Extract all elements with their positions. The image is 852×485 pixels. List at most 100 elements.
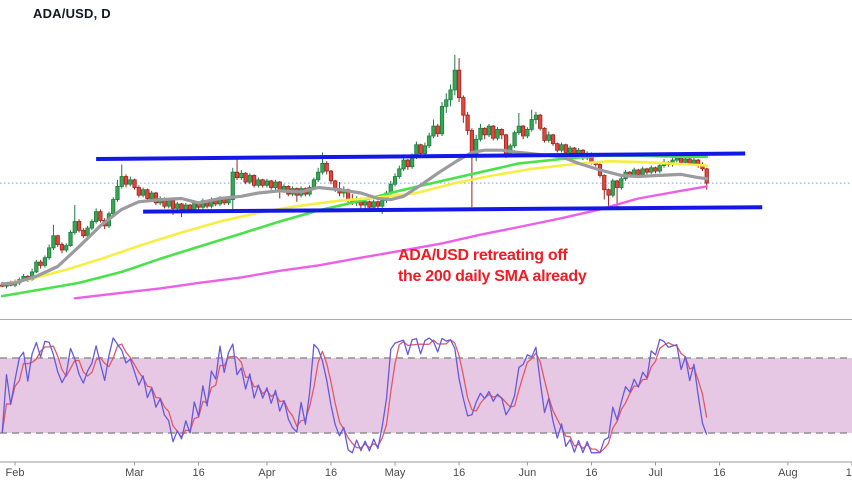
candle [243,172,248,183]
candle [401,159,406,170]
candle [89,221,94,229]
time-axis[interactable]: Feb Mar 16 Apr 16 May 16 Jun 16 Jul 16 Aug 16 [0,461,852,479]
stochastic-panel [0,337,852,454]
candle [486,125,492,136]
candle [619,178,624,188]
candle [653,167,658,172]
candle [123,176,129,185]
candle [371,201,376,208]
candle [76,221,82,231]
candle [145,189,150,199]
candle [456,69,462,98]
support-line[interactable] [143,205,763,214]
candle [439,105,445,135]
ma-line-sma20 [0,148,709,286]
candle [674,157,679,161]
candle [64,245,69,251]
candle [68,232,73,247]
annotation-line-2: the 200 daily SMA already [398,268,587,285]
candle [657,165,662,172]
stoch-k-line [1,337,708,454]
candle [563,144,568,153]
candle [59,244,65,251]
candle [538,114,543,129]
candle [427,135,432,147]
x-axis-label[interactable]: Apr [258,467,275,479]
x-axis-label[interactable]: 16 [585,467,597,479]
candle [679,157,684,163]
candle [320,162,325,173]
candle [234,171,240,179]
x-axis-label[interactable]: 16 [325,467,337,479]
candle [316,171,321,181]
x-axis-label[interactable]: 16 [846,467,852,479]
x-axis-label[interactable]: May [385,467,406,479]
x-axis-label[interactable]: 16 [192,467,204,479]
candle [111,199,116,215]
candle [132,179,137,188]
candle [333,180,338,190]
candle [555,143,560,151]
candle [94,211,99,222]
candle [324,162,329,172]
x-axis-label[interactable]: Mar [125,467,144,479]
candle [247,175,252,183]
candle [405,159,410,168]
candle [499,128,504,136]
candle [529,119,534,130]
candle [491,125,496,139]
candle [115,186,120,200]
candle [328,170,334,182]
candle [175,203,180,209]
candle [128,179,133,185]
candle [380,200,385,207]
candle [568,147,573,153]
x-axis-label[interactable]: 16 [713,467,725,479]
candle [704,168,709,184]
candle [465,114,470,131]
candle [448,89,453,101]
candle [153,192,159,204]
candle [482,127,487,136]
candle [47,247,52,259]
candle [98,211,103,221]
candle [170,200,176,209]
candle [256,179,261,186]
annotation-line-1: ADA/USD retreating off [398,247,568,264]
candle [687,158,692,164]
x-axis-label[interactable]: 16 [453,467,465,479]
candle [311,179,317,188]
candle [516,125,521,134]
candle [149,192,154,199]
candle [644,168,650,173]
candle [187,204,193,210]
candle [38,261,43,266]
candle [640,168,645,175]
x-axis-label[interactable]: Aug [778,467,798,479]
resistance-line[interactable] [96,151,746,161]
x-axis-label[interactable]: Jul [648,467,662,479]
candle [51,235,56,249]
candle [683,158,688,163]
candle [136,187,141,196]
candle [512,132,517,147]
candle [418,144,423,154]
candle [610,180,615,196]
candle [691,159,697,164]
candle [546,134,551,141]
x-axis-label[interactable]: Jun [519,467,537,479]
symbol-title: ADA/USD, D [33,6,111,21]
candle [119,176,124,187]
candle [192,202,197,210]
x-axis-label[interactable]: Feb [6,467,25,479]
candle [444,99,449,107]
price-panel [0,54,852,320]
candle [533,114,539,120]
candle [166,200,171,207]
candle [226,199,231,204]
candle [34,261,39,273]
candle [649,167,654,173]
candle [140,189,146,196]
candle [495,128,500,139]
